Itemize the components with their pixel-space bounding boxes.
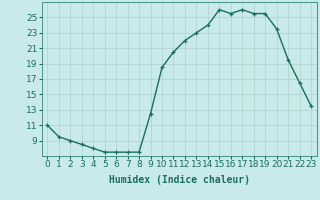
X-axis label: Humidex (Indice chaleur): Humidex (Indice chaleur)	[109, 175, 250, 185]
